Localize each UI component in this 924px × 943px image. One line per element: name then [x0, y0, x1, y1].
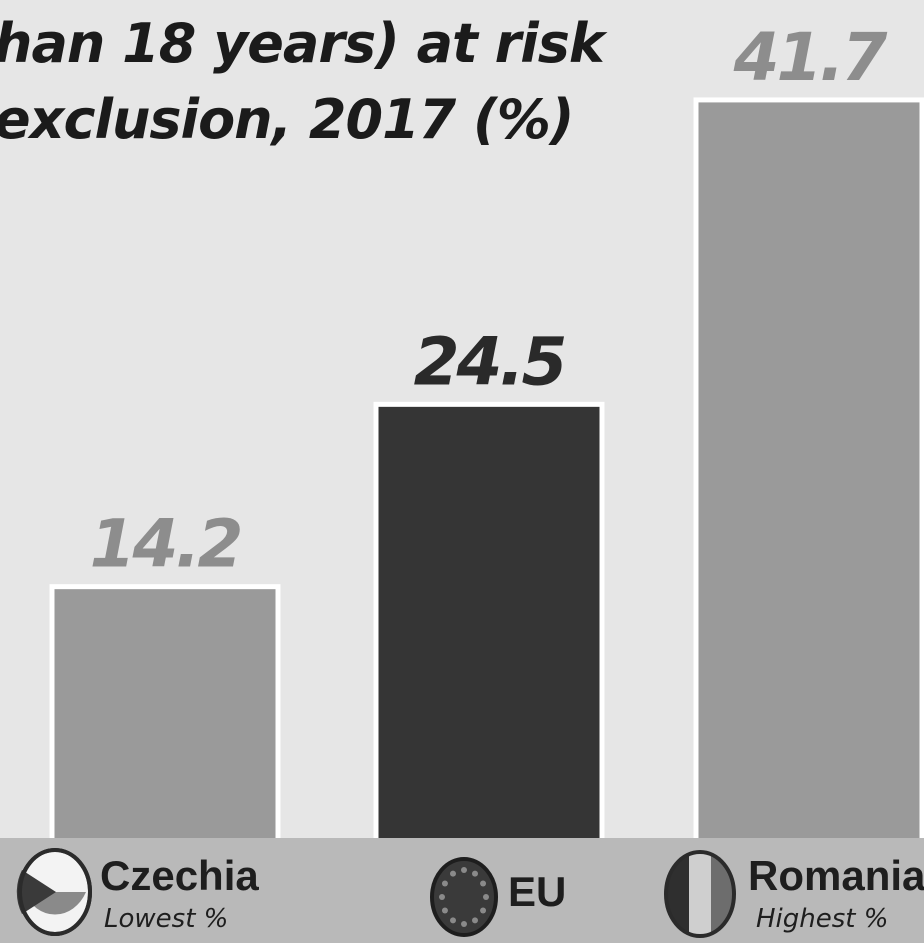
category-note-romania: Highest % — [756, 904, 889, 934]
bar-czechia — [49, 584, 281, 847]
bar-romania — [693, 97, 924, 847]
category-label-eu: EU — [508, 868, 567, 915]
category-label-czechia: Czechia — [100, 852, 259, 899]
romania-flag-icon — [664, 850, 736, 938]
eu-flag-icon — [430, 857, 498, 937]
category-note-czechia: Lowest % — [104, 904, 229, 934]
czechia-flag-icon — [16, 848, 92, 936]
chart-title-line-1: han 18 years) at risk — [0, 12, 605, 75]
value-label-romania: 41.7 — [733, 19, 888, 96]
value-label-czechia: 14.2 — [90, 506, 241, 583]
category-label-romania: Romania — [748, 852, 924, 899]
bar-eu — [373, 401, 605, 847]
category-footer: Czechia Lowest % EU Romania Highest % — [0, 838, 924, 943]
chart-title-line-2: exclusion, 2017 (%) — [0, 88, 574, 151]
value-label-eu: 24.5 — [414, 323, 565, 400]
chart-title: han 18 years) at risk exclusion, 2017 (%… — [0, 6, 694, 158]
